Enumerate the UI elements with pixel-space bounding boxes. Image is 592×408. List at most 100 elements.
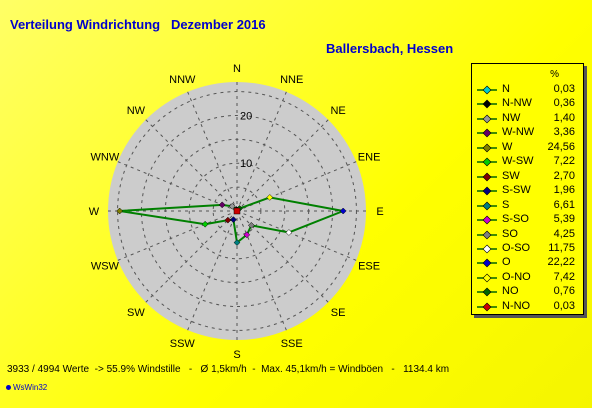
chart-title: Verteilung Windrichtung Dezember 2016 (10, 17, 266, 32)
legend-marker (477, 114, 497, 124)
legend-marker (477, 215, 497, 225)
legend-row: W 24,56 (472, 141, 583, 155)
legend-marker (477, 85, 497, 95)
direction-label: E (376, 206, 383, 218)
legend-value: 1,96 (553, 184, 575, 197)
legend-label: SO (502, 227, 518, 240)
logo-icon (6, 385, 11, 391)
location-label: Ballersbach, Hessen (326, 41, 454, 56)
legend-value: 11,75 (548, 241, 575, 254)
legend-label: N-NO (502, 299, 531, 312)
legend-value: 6,61 (553, 198, 575, 211)
legend-value: 1,40 (553, 111, 575, 124)
data-point (243, 231, 251, 239)
legend-marker (477, 143, 497, 153)
legend-value: 24,56 (547, 140, 575, 153)
grid-spoke (145, 119, 238, 212)
legend-value: 7,22 (553, 155, 575, 168)
direction-label: NNE (280, 74, 303, 86)
legend-marker (477, 201, 497, 211)
legend-marker (477, 172, 497, 182)
legend: % N 0,03 N-NW 0,36 NW 1,40 W-NW 3,36 W 24,56 W-SW 7… (471, 63, 584, 315)
legend-label: W-NW (502, 126, 535, 139)
direction-label: SSE (281, 338, 303, 350)
legend-value: 0,03 (553, 299, 575, 312)
legend-row: O-SO 11,75 (472, 242, 583, 256)
legend-label: S-SW (502, 184, 531, 197)
legend-marker (477, 128, 497, 138)
direction-label: ESE (358, 261, 380, 273)
grid-ring (188, 162, 286, 260)
direction-label: NW (127, 105, 146, 117)
legend-value: 2,70 (553, 169, 575, 182)
data-point (218, 201, 226, 209)
legend-row: SW 2,70 (472, 170, 583, 184)
grid-ring (140, 114, 334, 308)
legend-row: S 6,61 (472, 199, 583, 213)
legend-row: O 22,22 (472, 256, 583, 270)
legend-row: NO 0,76 (472, 285, 583, 299)
legend-marker (477, 273, 497, 283)
legend-marker (477, 157, 497, 167)
grid-spoke (236, 210, 287, 331)
legend-value: 0,36 (553, 97, 575, 110)
direction-label: S (233, 349, 240, 361)
direction-label: SW (127, 307, 145, 319)
legend-value: 0,03 (553, 83, 575, 95)
legend-label: O (502, 256, 511, 269)
logo-text: WsWin32 (13, 383, 48, 392)
legend-row: N-NO 0,03 (472, 300, 583, 314)
legend-marker (477, 287, 497, 297)
legend-label: N (502, 83, 510, 95)
grid-spoke (236, 119, 329, 212)
ring-tick-label: 20 (240, 110, 252, 122)
legend-marker (477, 186, 497, 196)
legend-value: 0,76 (553, 285, 575, 298)
ring-tick-label: 10 (240, 158, 252, 170)
legend-value: 4,25 (553, 227, 575, 240)
legend-unit: % (550, 69, 559, 80)
data-point (248, 222, 255, 229)
legend-label: N-NW (502, 97, 532, 110)
direction-label: SSW (170, 338, 196, 350)
grid-spoke (117, 161, 238, 212)
data-point (266, 194, 274, 201)
legend-value: 22,22 (547, 256, 575, 269)
grid-spoke (236, 210, 357, 261)
legend-row: SO 4,25 (472, 228, 583, 242)
legend-label: W (502, 140, 513, 153)
direction-label: NE (330, 105, 345, 117)
direction-label: ENE (358, 151, 381, 163)
legend-label: NW (502, 111, 521, 124)
data-point (339, 207, 347, 215)
direction-label: WNW (91, 151, 120, 163)
data-point (233, 239, 241, 246)
legend-value: 7,42 (553, 270, 575, 283)
data-point (285, 229, 293, 236)
grid-spoke (187, 91, 238, 212)
legend-label: S (502, 198, 510, 211)
legend-row: N-NW 0,36 (472, 97, 583, 111)
legend-row: W-SW 7,22 (472, 155, 583, 169)
legend-row: S-SO 5,39 (472, 213, 583, 227)
legend-marker (477, 302, 497, 312)
data-point (116, 207, 124, 215)
grid-spoke (236, 91, 287, 212)
legend-value: 5,39 (553, 213, 575, 226)
data-point (224, 216, 232, 224)
data-point (230, 216, 237, 224)
direction-label: NNW (169, 74, 196, 86)
direction-label: W (89, 206, 100, 218)
grid-spoke (145, 210, 238, 303)
app-logo: WsWin32 (6, 383, 47, 392)
legend-row: W-NW 3,36 (472, 126, 583, 140)
legend-row: S-SW 1,96 (472, 184, 583, 198)
legend-label: SW (502, 169, 520, 182)
legend-row: NW 1,40 (472, 112, 583, 126)
legend-marker (477, 258, 497, 268)
direction-label: WSW (91, 261, 120, 273)
legend-row: N 0,03 (472, 83, 583, 97)
legend-label: S-SO (502, 213, 529, 226)
legend-marker (477, 100, 497, 109)
